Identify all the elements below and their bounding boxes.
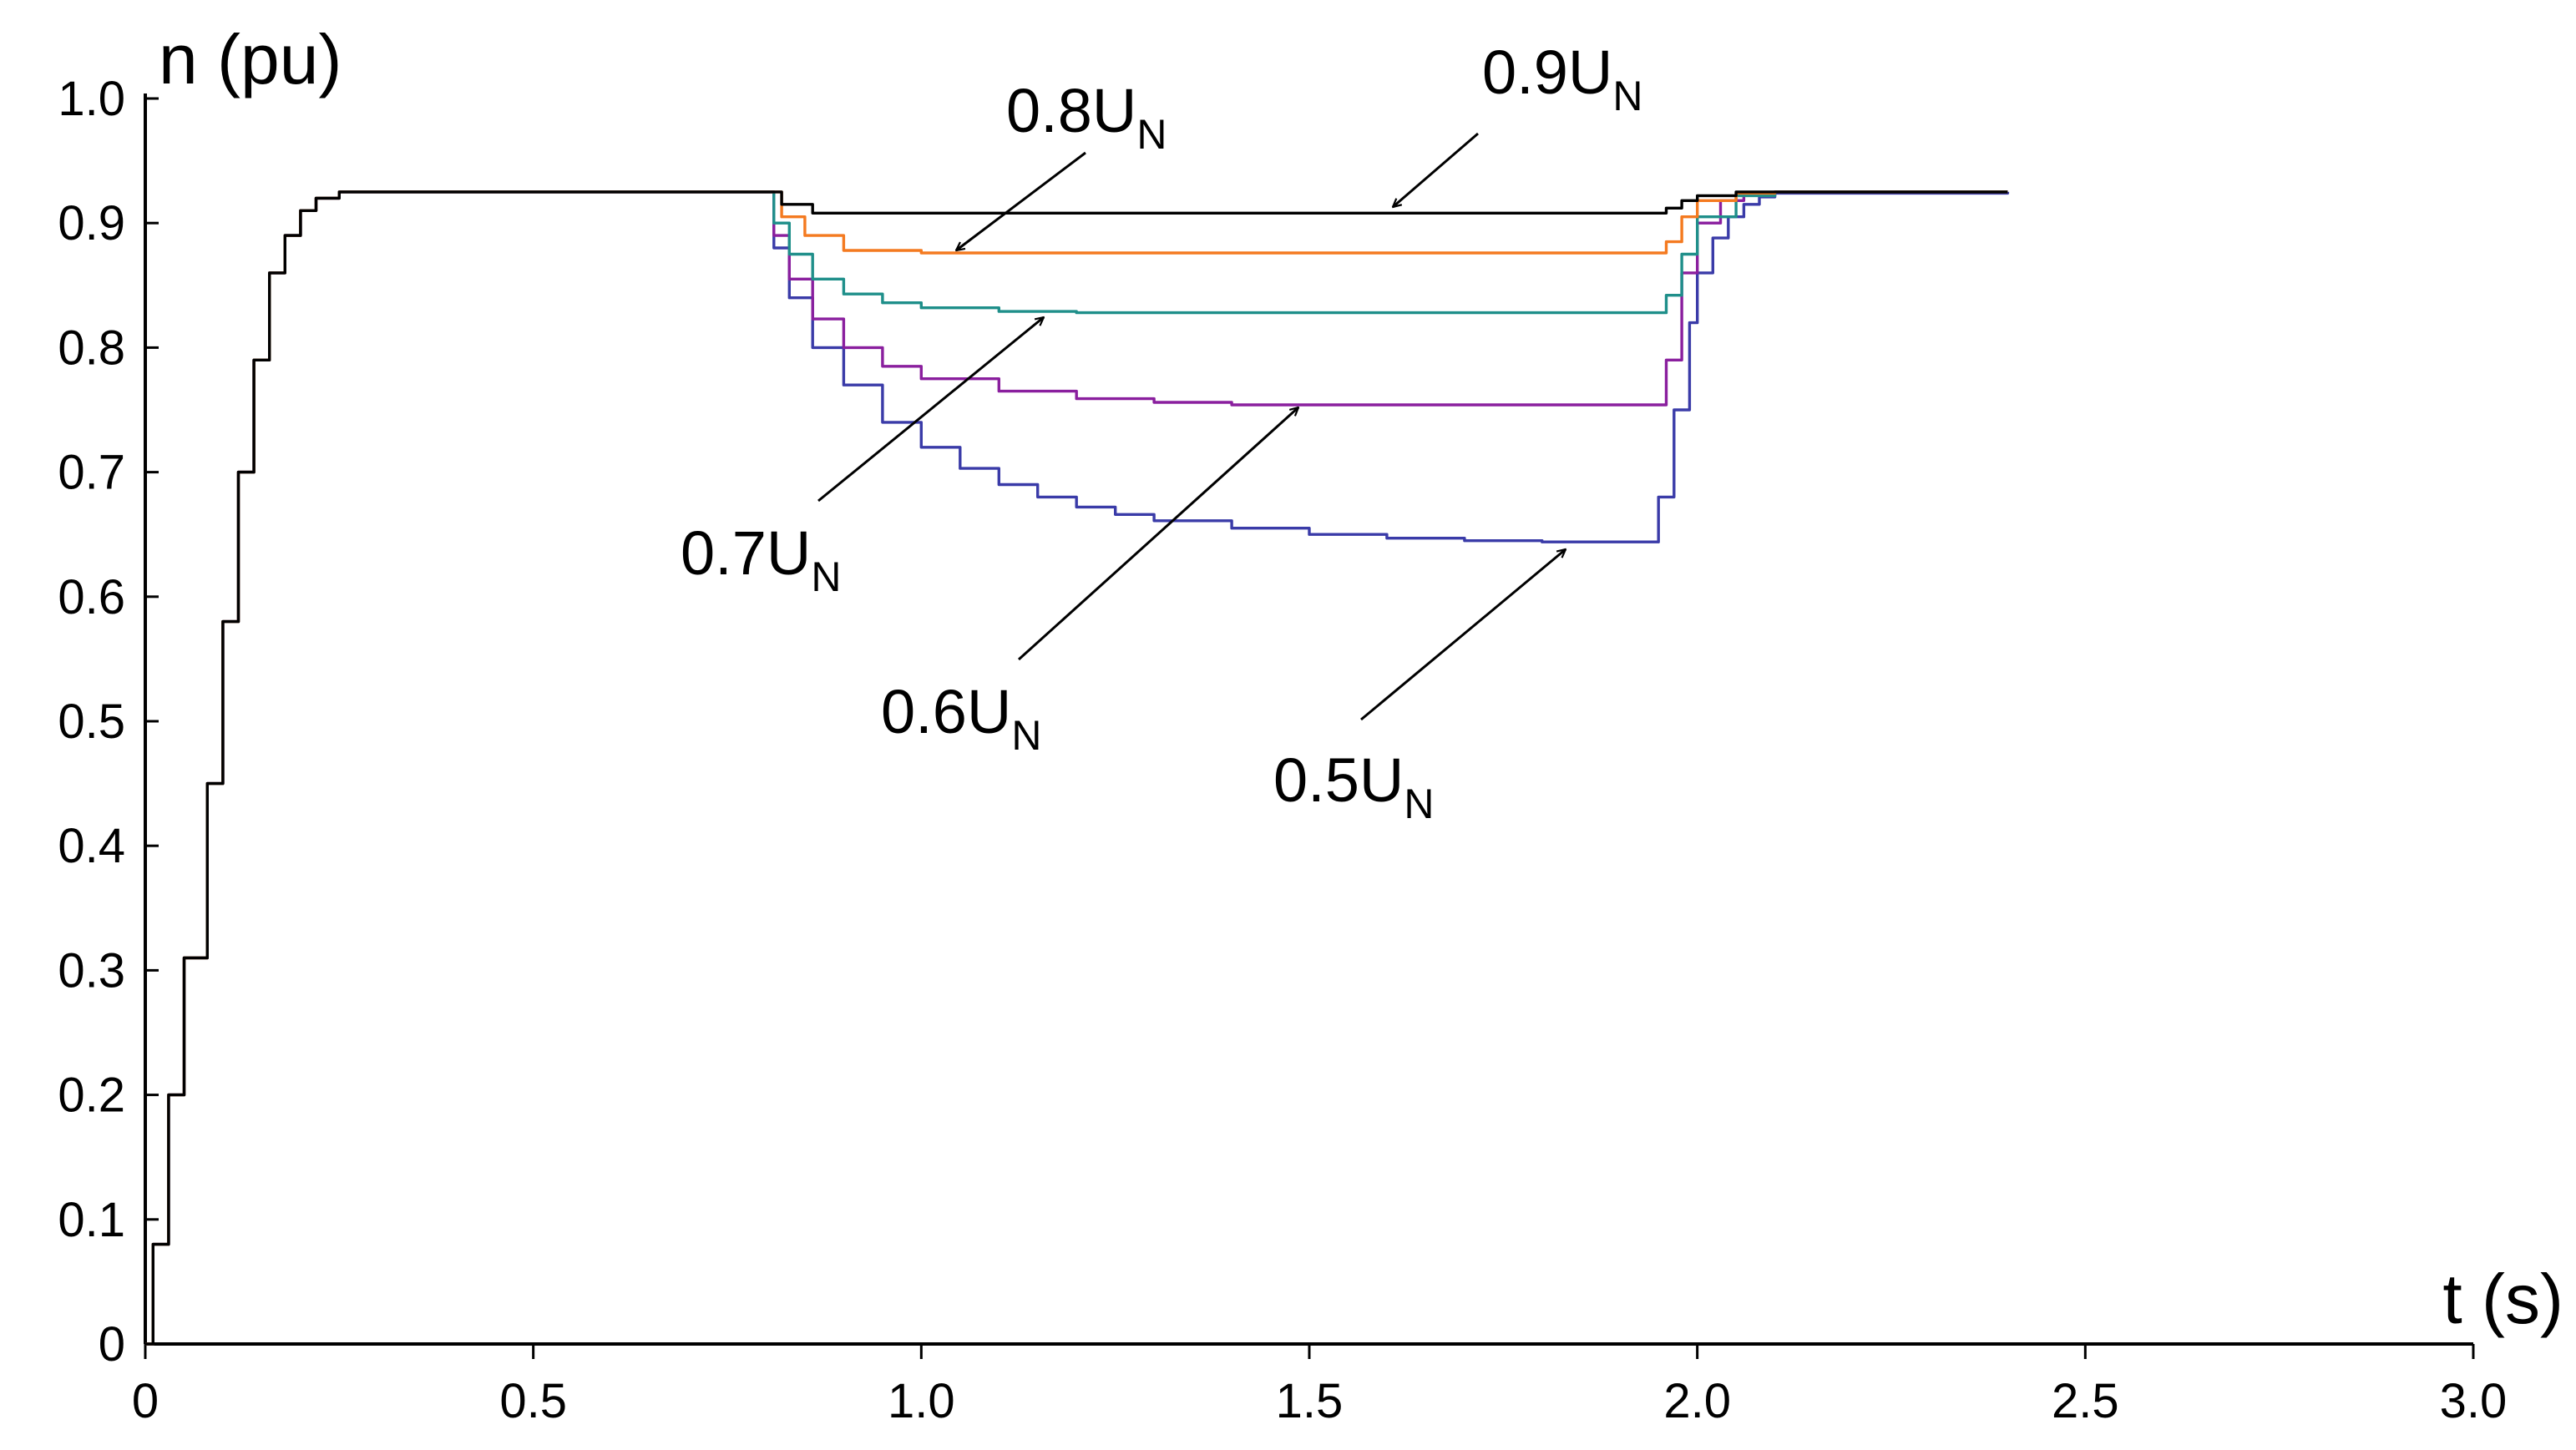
x-tick-label: 2.0 (1663, 1374, 1731, 1428)
series-line-0.6UN (145, 190, 2008, 1346)
annotation-label-subscript: N (1011, 712, 1041, 759)
y-tick-label: 0.5 (58, 695, 125, 749)
annotation-label-0.7UN: 0.7UN (681, 518, 841, 600)
y-tick-label: 0.2 (58, 1069, 125, 1123)
series-line-0.7UN (145, 190, 2008, 1346)
annotation-label-main: 0.8U (1006, 76, 1136, 145)
annotation-label-subscript: N (811, 553, 841, 600)
series-group (145, 190, 2010, 1346)
annotation-label-0.9UN: 0.9UN (1482, 38, 1642, 119)
x-tick-label: 1.5 (1276, 1374, 1344, 1428)
annotation-label-main: 0.6U (881, 677, 1011, 746)
y-tick-label: 0.7 (58, 446, 125, 500)
series-line-0.5UN (145, 190, 2010, 1346)
y-tick-label: 0.1 (58, 1193, 125, 1247)
series-line-0.9UN (145, 190, 2008, 1346)
series-line-0.8UN (145, 190, 2008, 1346)
annotation-label-0.8UN: 0.8UN (1006, 76, 1167, 158)
axes: 0 0.1 0.2 0.3 0.4 0.5 0.6 0.7 0.8 0.9 1.0 0 0.5 1.0 1.… (58, 20, 2563, 1428)
x-tick-label: 0 (132, 1374, 159, 1428)
y-tick-label: 0.8 (58, 321, 125, 375)
annotation-arrow-0.7UN (817, 317, 1044, 503)
y-tick-label: 0.4 (58, 819, 125, 873)
annotation-label-0.6UN: 0.6UN (881, 677, 1041, 759)
x-axis-title: t (s) (2442, 1260, 2563, 1338)
x-tick-label: 0.5 (499, 1374, 567, 1428)
annotation-label-subscript: N (1136, 111, 1167, 158)
annotation-label-main: 0.7U (681, 518, 811, 588)
y-tick-label: 0.6 (58, 570, 125, 624)
annotation-label-subscript: N (1612, 73, 1642, 119)
y-axis-title: n (pu) (159, 20, 342, 99)
annotation-label-0.5UN: 0.5UN (1273, 745, 1434, 827)
y-tick-label: 1.0 (58, 72, 125, 126)
x-tick-label: 2.5 (2052, 1374, 2119, 1428)
x-tick-label: 1.0 (888, 1374, 955, 1428)
annotation-arrow-0.6UN (1017, 407, 1298, 661)
annotation-label-main: 0.9U (1482, 38, 1612, 107)
y-tick-label: 0 (99, 1317, 125, 1372)
annotation-arrow-0.9UN (1393, 132, 1479, 207)
x-tick-label: 3.0 (2440, 1374, 2508, 1428)
annotation-label-subscript: N (1404, 781, 1434, 827)
y-tick-label: 0.9 (58, 196, 125, 250)
annotation-arrow-0.5UN (1360, 549, 1566, 721)
annotation-arrow-0.8UN (956, 151, 1086, 250)
annotation-label-main: 0.5U (1273, 745, 1404, 815)
y-tick-label: 0.3 (58, 943, 125, 998)
